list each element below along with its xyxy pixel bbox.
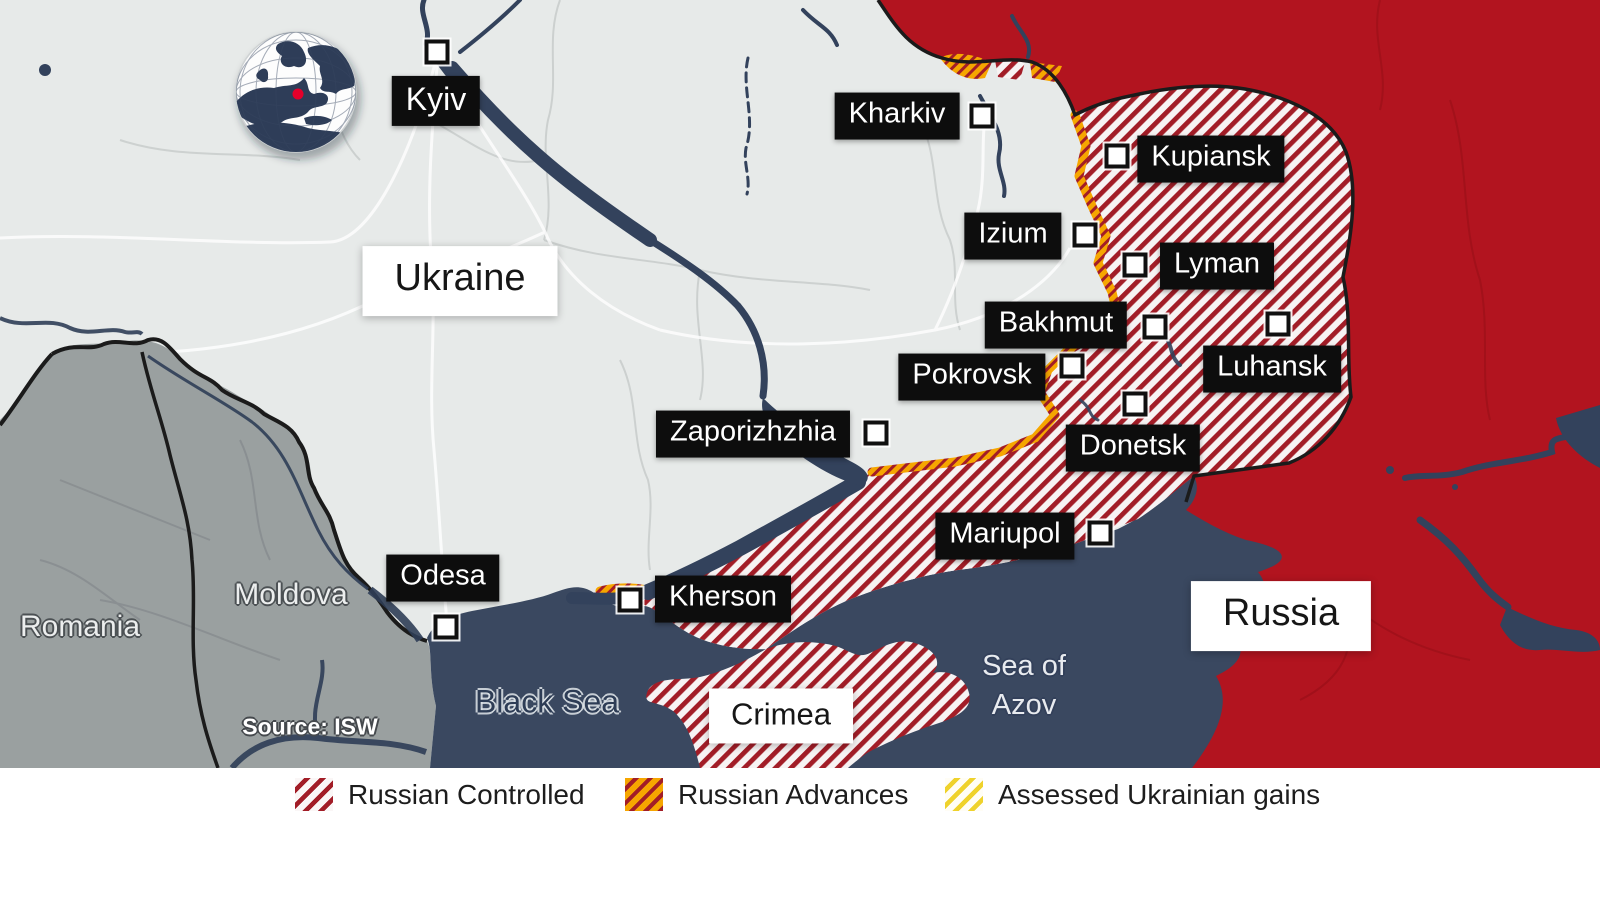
russia-territory bbox=[878, 0, 1600, 768]
label-sea-of-azov: Sea of Azov bbox=[982, 647, 1066, 725]
ukraine-war-map: Ukraine Russia Crimea Romania Moldova Bl… bbox=[0, 0, 1600, 768]
marker-lyman bbox=[1122, 252, 1148, 278]
marker-izium bbox=[1072, 222, 1098, 248]
marker-kharkiv bbox=[969, 103, 995, 129]
legend-item-ukrainian-gains: Assessed Ukrainian gains bbox=[945, 778, 1320, 811]
marker-luhansk bbox=[1265, 311, 1291, 337]
neighbor-internal-borders bbox=[39, 439, 281, 661]
neighbor-countries bbox=[0, 340, 436, 768]
marker-kherson bbox=[617, 587, 643, 613]
marker-zaporizhzhia bbox=[863, 420, 889, 446]
globe-inset bbox=[235, 31, 361, 160]
source-note: Source: ISW bbox=[242, 713, 378, 740]
legend-item-russian-advances: Russian Advances bbox=[625, 778, 908, 811]
marker-mariupol bbox=[1087, 520, 1113, 546]
russian-advances-swatch-icon bbox=[625, 778, 663, 811]
globe-location-dot bbox=[292, 88, 304, 100]
marker-kupiansk bbox=[1104, 143, 1130, 169]
label-crimea: Crimea bbox=[709, 688, 853, 744]
label-russia: Russia bbox=[1190, 581, 1372, 651]
marker-kyiv bbox=[424, 39, 450, 65]
city-label-kherson: Kherson bbox=[654, 575, 792, 623]
city-label-luhansk: Luhansk bbox=[1203, 345, 1341, 393]
russia-ukraine-border bbox=[876, 0, 1355, 503]
legend-label: Russian Controlled bbox=[348, 778, 585, 810]
sea-of-azov-line2: Azov bbox=[991, 689, 1057, 721]
label-romania: Romania bbox=[19, 610, 141, 643]
neighbor-rivers bbox=[0, 316, 427, 768]
city-label-zaporizhzhia: Zaporizhzhia bbox=[655, 410, 851, 458]
marker-donetsk bbox=[1122, 391, 1148, 417]
city-label-bakhmut: Bakhmut bbox=[984, 301, 1128, 349]
city-label-lyman: Lyman bbox=[1160, 242, 1274, 290]
label-moldova: Moldova bbox=[234, 578, 348, 611]
legend-label: Assessed Ukrainian gains bbox=[998, 778, 1321, 810]
legend: Russian Controlled Russian Advances Asse… bbox=[0, 768, 1600, 900]
western-borders bbox=[0, 337, 428, 768]
city-label-kyiv: Kyiv bbox=[391, 75, 481, 127]
marker-pokrovsk bbox=[1059, 353, 1085, 379]
city-label-mariupol: Mariupol bbox=[935, 512, 1075, 560]
city-label-kharkiv: Kharkiv bbox=[834, 92, 960, 140]
legend-label: Russian Advances bbox=[678, 778, 909, 810]
city-label-izium: Izium bbox=[964, 212, 1062, 260]
city-label-odesa: Odesa bbox=[386, 554, 500, 602]
map-canvas bbox=[0, 0, 1600, 768]
marker-odesa bbox=[433, 614, 459, 640]
city-label-donetsk: Donetsk bbox=[1065, 424, 1201, 472]
marker-bakhmut bbox=[1142, 314, 1168, 340]
globe-graticule bbox=[236, 32, 356, 152]
label-black-sea: Black Sea bbox=[474, 683, 620, 720]
ukrainian-gains-swatch-icon bbox=[945, 778, 983, 811]
city-label-kupiansk: Kupiansk bbox=[1137, 135, 1285, 183]
city-label-pokrovsk: Pokrovsk bbox=[898, 353, 1046, 401]
legend-item-russian-controlled: Russian Controlled bbox=[295, 778, 585, 811]
label-ukraine: Ukraine bbox=[362, 246, 558, 316]
globe-continents bbox=[236, 41, 355, 152]
sea-of-azov-line1: Sea of bbox=[982, 649, 1066, 682]
russian-controlled-swatch-icon bbox=[295, 778, 333, 811]
